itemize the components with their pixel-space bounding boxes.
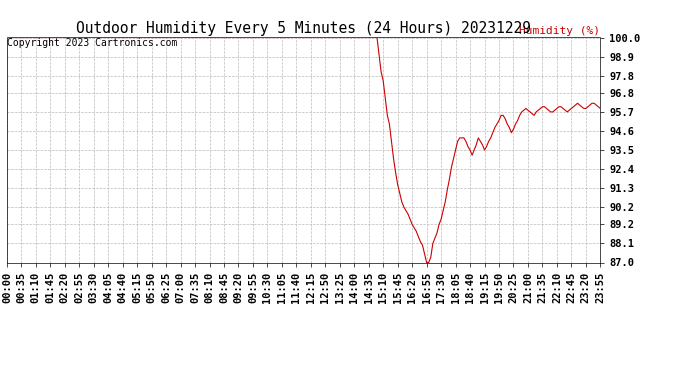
Title: Outdoor Humidity Every 5 Minutes (24 Hours) 20231229: Outdoor Humidity Every 5 Minutes (24 Hou… [76, 21, 531, 36]
Text: Humidity (%): Humidity (%) [520, 26, 600, 36]
Text: Copyright 2023 Cartronics.com: Copyright 2023 Cartronics.com [8, 38, 178, 48]
